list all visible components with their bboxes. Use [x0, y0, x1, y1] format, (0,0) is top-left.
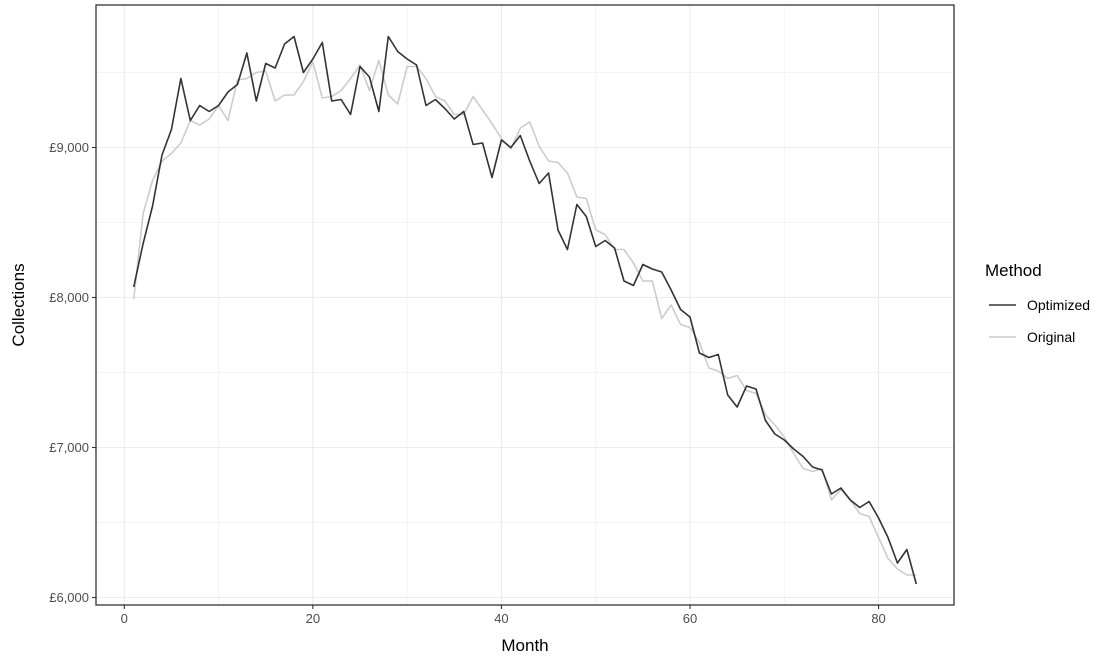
y-tick-label: £6,000 [49, 590, 89, 605]
legend-label-optimized: Optimized [1027, 297, 1090, 313]
y-tick-label: £8,000 [49, 290, 89, 305]
x-tick-label: 40 [494, 611, 508, 626]
x-tick-label: 80 [871, 611, 885, 626]
x-axis-title: Month [501, 636, 548, 655]
y-axis: £6,000 £7,000 £8,000 £9,000 [49, 140, 96, 605]
y-tick-label: £9,000 [49, 140, 89, 155]
x-tick-label: 0 [121, 611, 128, 626]
x-axis: 0 20 40 60 80 [121, 605, 886, 626]
x-tick-label: 20 [306, 611, 320, 626]
legend-items: Optimized Original [989, 297, 1090, 345]
series-line-original [132, 59, 917, 576]
x-tick-label: 60 [683, 611, 697, 626]
y-axis-title: Collections [9, 263, 28, 346]
legend-title: Method [985, 261, 1042, 280]
y-tick-label: £7,000 [49, 440, 89, 455]
major-gridlines [96, 5, 954, 605]
legend: Method Optimized Original [985, 261, 1090, 345]
legend-label-original: Original [1027, 329, 1075, 345]
series-lines [132, 35, 918, 585]
panel-border [95, 4, 955, 606]
series-line-optimized [132, 35, 918, 585]
minor-gridlines [96, 5, 954, 605]
